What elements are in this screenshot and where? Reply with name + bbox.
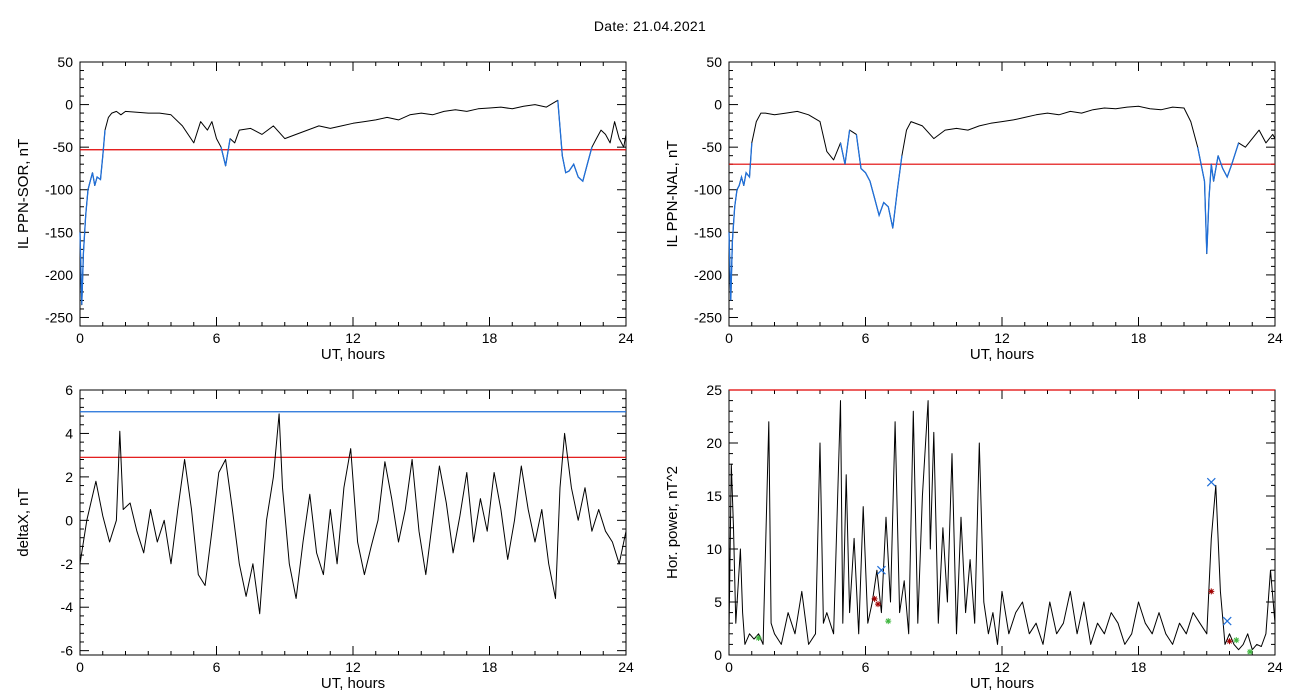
marker-star (871, 595, 878, 602)
series-line (728, 105, 1276, 301)
y-tick-label: 6 (65, 382, 73, 398)
plot-frame (79, 389, 627, 656)
series-line (79, 413, 627, 615)
x-tick-label: 12 (994, 330, 1010, 346)
chart-panel-il-ppn-nal: 0 6 12 18 24 50 0 -50 -100 -150 -200 -250 UT, hours I… (664, 54, 1283, 363)
x-tick-label: 6 (213, 330, 221, 346)
x-tick-label: 18 (1131, 659, 1147, 675)
y-axis-label: Hor. power, nT^2 (664, 466, 681, 579)
y-tick-label: -50 (53, 139, 73, 155)
x-axis-label: UT, hours (970, 346, 1034, 363)
y-axis-label: IL PPN-NAL, nT (664, 141, 681, 248)
series-line (79, 99, 627, 306)
y-tick-label: 50 (706, 54, 722, 70)
x-tick-label: 18 (482, 659, 498, 675)
y-tick-label: -2 (61, 556, 74, 572)
x-axis-label: UT, hours (321, 346, 385, 363)
y-tick-label: 0 (714, 647, 722, 663)
marker-star (1233, 637, 1240, 644)
plot-frame (728, 389, 1276, 656)
x-tick-label: 0 (76, 330, 84, 346)
y-axis-label: deltaX, nT (15, 488, 32, 556)
series-line-below-threshold (728, 142, 753, 301)
y-tick-label: -6 (61, 643, 74, 659)
x-tick-label: 24 (618, 659, 634, 675)
chart-panel-hor-power: 0 6 12 18 24 25 20 15 10 5 0 UT, hours Hor. power, n… (664, 382, 1283, 692)
marker-star (755, 635, 762, 642)
y-tick-label: -200 (694, 267, 722, 283)
y-tick-label: -100 (694, 182, 722, 198)
y-tick-label: 25 (706, 382, 722, 398)
marker-star (1226, 638, 1233, 645)
y-tick-label: 2 (65, 469, 73, 485)
y-tick-label: 50 (57, 54, 73, 70)
x-tick-label: 24 (618, 330, 634, 346)
y-tick-label: 4 (65, 425, 73, 441)
y-tick-label: -50 (702, 139, 722, 155)
marker-star (885, 618, 892, 625)
x-tick-label: 18 (482, 330, 498, 346)
x-tick-label: 12 (345, 659, 361, 675)
series-line-below-threshold (79, 130, 106, 305)
x-axis-label: UT, hours (970, 675, 1034, 692)
x-tick-label: 12 (994, 659, 1010, 675)
x-tick-label: 0 (725, 659, 733, 675)
x-tick-label: 6 (862, 330, 870, 346)
x-tick-label: 6 (862, 659, 870, 675)
series-line-below-threshold (220, 138, 231, 167)
y-tick-label: 0 (65, 512, 73, 528)
y-tick-label: -100 (45, 182, 73, 198)
series-line-below-threshold (1197, 147, 1219, 254)
series-line-below-threshold (855, 134, 903, 229)
series-line-below-threshold (839, 130, 851, 165)
y-tick-label: -4 (61, 599, 74, 615)
y-tick-label: 15 (706, 488, 722, 504)
x-tick-label: 24 (1267, 330, 1283, 346)
chart-panel-deltax: 0 6 12 18 24 6 4 2 0 -2 -4 -6 UT, hours deltaX, nT (15, 382, 634, 692)
x-tick-label: 0 (76, 659, 84, 675)
x-tick-label: 24 (1267, 659, 1283, 675)
series-line-below-threshold (1217, 142, 1240, 179)
y-tick-label: -250 (694, 309, 722, 325)
y-axis-label: IL PPN-SOR, nT (15, 139, 32, 249)
plot-frame (728, 61, 1276, 327)
x-tick-label: 6 (213, 659, 221, 675)
x-tick-label: 0 (725, 330, 733, 346)
x-tick-label: 18 (1131, 330, 1147, 346)
marker-x (877, 565, 886, 575)
y-tick-label: -250 (45, 309, 73, 325)
series-line (728, 400, 1276, 651)
marker-x (1206, 477, 1216, 487)
marker-star (875, 601, 882, 608)
marker-star (1246, 648, 1253, 655)
y-tick-label: 5 (714, 594, 722, 610)
y-tick-label: -150 (694, 224, 722, 240)
y-tick-label: -150 (45, 224, 73, 240)
marker-x (1222, 616, 1232, 626)
marker-star (1208, 588, 1215, 595)
y-tick-label: 0 (714, 97, 722, 113)
plot-frame (79, 61, 627, 327)
x-tick-label: 12 (345, 330, 361, 346)
page-title: Date: 21.04.2021 (593, 18, 707, 34)
chart-panel-il-ppn-sor: 0 6 12 18 24 50 0 -50 -100 -150 -200 -250 UT, hours I… (15, 54, 634, 363)
y-tick-label: 20 (706, 435, 722, 451)
x-axis-label: UT, hours (321, 675, 385, 692)
y-tick-label: -200 (45, 267, 73, 283)
y-tick-label: 10 (706, 541, 722, 557)
series-line-below-threshold (557, 100, 593, 183)
y-tick-label: 0 (65, 97, 73, 113)
